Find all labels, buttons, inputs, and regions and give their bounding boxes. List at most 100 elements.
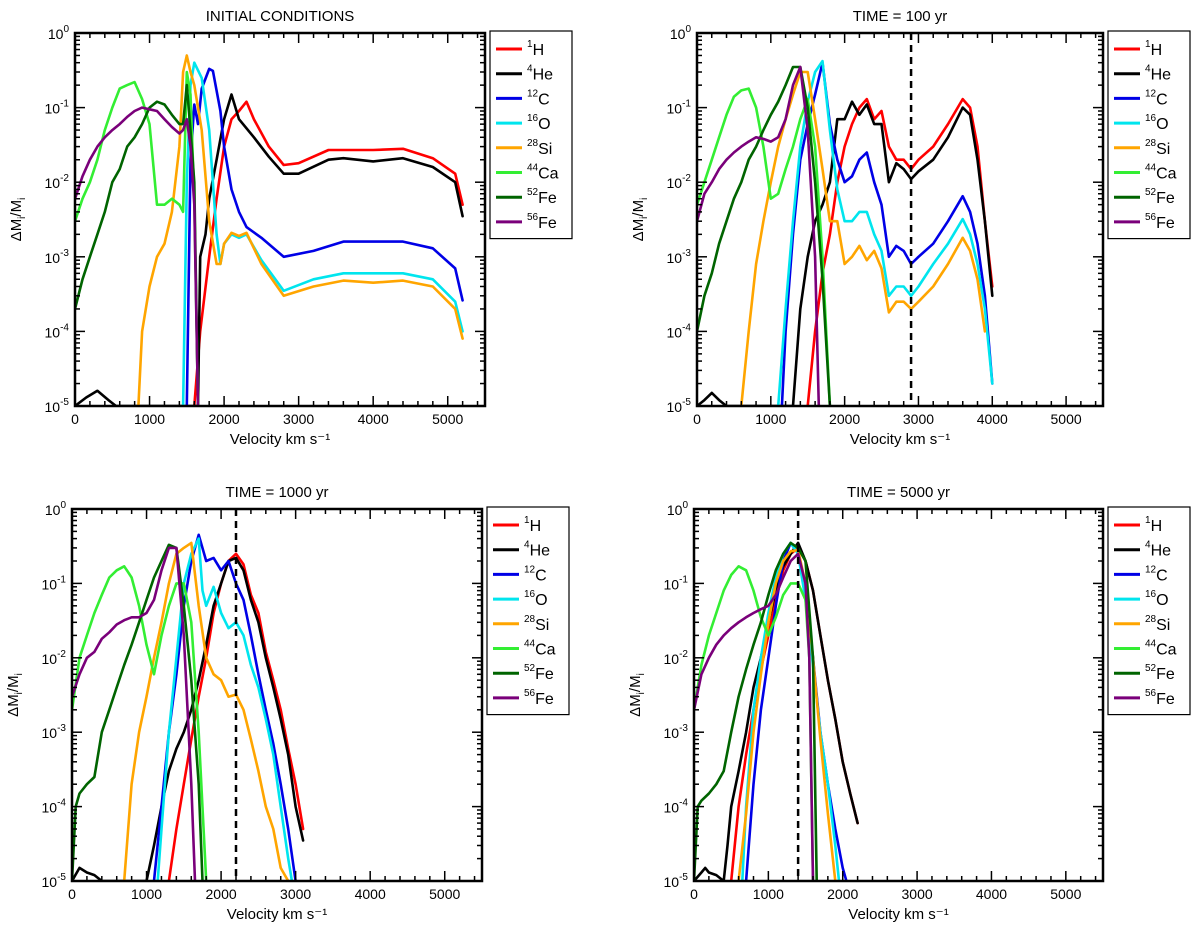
legend: 1H 4He 12C 16O 28Si 44Ca 52Fe 56Fe [1107, 30, 1191, 240]
legend-label-4he: 4He [1145, 64, 1171, 84]
legend: 1H 4He 12C 16O 28Si 44Ca 52Fe 56Fe [486, 506, 570, 716]
series-line-16o [181, 61, 464, 406]
series-group [697, 59, 994, 406]
y-axis-label: ΔMi/Mi [8, 198, 28, 242]
y-tick-label: 100 [45, 500, 67, 518]
x-tick-label: 2000 [829, 411, 860, 427]
legend-label-44ca: 44Ca [1145, 639, 1177, 659]
y-tick-label: 10-2 [667, 173, 692, 191]
legend-label-56fe: 56Fe [1145, 688, 1175, 708]
y-tick-label: 10-3 [667, 248, 692, 266]
x-axis-label: Velocity km s⁻¹ [230, 431, 330, 448]
y-axis-label: ΔMi/Mi [5, 673, 25, 717]
y-tick-label: 10-1 [45, 99, 70, 117]
legend-label-4he: 4He [527, 64, 553, 84]
legend-box [1107, 30, 1191, 240]
series-group [72, 533, 305, 881]
x-axis-label: Velocity km s⁻¹ [848, 906, 948, 923]
legend-label-28si: 28Si [524, 614, 549, 634]
series-line-28si [122, 541, 290, 881]
series-line-56fe [72, 546, 197, 881]
y-tick-label: 100 [48, 24, 70, 42]
x-tick-label: 2000 [827, 886, 858, 902]
plot-frame [73, 31, 487, 408]
legend-label-44ca: 44Ca [1145, 163, 1177, 183]
legend-label-52fe: 52Fe [527, 187, 557, 207]
series-line-44ca [72, 565, 208, 881]
series-line-44ca [697, 87, 832, 406]
legend-label-12c: 12C [1145, 88, 1168, 108]
series-line-56fe [75, 106, 200, 406]
legend-label-28si: 28Si [527, 138, 552, 158]
chart-panel-3: TIME = 1000 yr 0 1000 2000 3000 4000 5000 100 10… [5, 484, 570, 923]
x-tick-label: 5000 [432, 411, 463, 427]
legend: 1H 4He 12C 16O 28Si 44Ca 52Fe 56Fe [489, 30, 573, 240]
series-line-12c [744, 541, 848, 881]
series-line-56fe [697, 65, 821, 406]
x-axis-label: Velocity km s⁻¹ [227, 906, 327, 923]
legend-label-28si: 28Si [1145, 614, 1170, 634]
y-tick-label: 10-3 [45, 248, 70, 266]
y-tick-label: 10-5 [664, 872, 689, 890]
y-tick-label: 10-4 [664, 798, 689, 816]
series-line-4he [697, 100, 994, 406]
legend-box [486, 506, 570, 716]
x-tick-label: 0 [690, 886, 698, 902]
y-tick-label: 10-5 [42, 872, 67, 890]
series-line-28si [737, 548, 837, 881]
legend-box [1107, 506, 1191, 716]
y-tick-label: 10-1 [667, 99, 692, 117]
series-line-28si [137, 54, 464, 406]
legend-label-16o: 16O [1145, 589, 1169, 609]
series-line-52fe [72, 543, 204, 881]
y-tick-label: 10-2 [45, 173, 70, 191]
series-line-4he [72, 556, 305, 881]
y-axis-label: ΔMi/Mi [630, 198, 650, 242]
chart-panel-2: TIME = 100 yr 0 1000 2000 3000 4000 5000 100 10-… [630, 8, 1191, 448]
legend-label-12c: 12C [1145, 564, 1168, 584]
series-line-1h [806, 97, 994, 406]
series-line-1h [167, 552, 305, 881]
x-tick-label: 3000 [902, 886, 933, 902]
legend-label-52fe: 52Fe [1145, 187, 1175, 207]
series-group [75, 54, 464, 406]
legend-label-52fe: 52Fe [1145, 663, 1175, 683]
legend-label-1h: 1H [524, 515, 541, 535]
chart-title: TIME = 1000 yr [226, 484, 329, 501]
y-tick-label: 10-1 [42, 574, 67, 592]
plot-frame [695, 31, 1105, 408]
chart-panel-4: TIME = 5000 yr 0 1000 2000 3000 4000 5000 100 10… [627, 484, 1191, 923]
x-tick-label: 3000 [283, 411, 314, 427]
series-line-52fe [75, 83, 200, 406]
legend-label-4he: 4He [1145, 540, 1171, 560]
y-tick-label: 10-5 [45, 397, 70, 415]
x-tick-label: 0 [68, 886, 76, 902]
plot-frame [70, 507, 484, 883]
x-tick-label: 4000 [977, 411, 1008, 427]
x-tick-label: 4000 [358, 411, 389, 427]
legend-label-56fe: 56Fe [1145, 212, 1175, 232]
legend-label-56fe: 56Fe [527, 212, 557, 232]
x-tick-label: 1000 [134, 411, 165, 427]
chart-title: TIME = 100 yr [853, 8, 948, 25]
x-tick-label: 1000 [753, 886, 784, 902]
legend-label-28si: 28Si [1145, 138, 1170, 158]
x-tick-label: 0 [693, 411, 701, 427]
y-tick-label: 100 [667, 500, 689, 518]
legend-label-16o: 16O [527, 113, 551, 133]
x-tick-label: 3000 [280, 886, 311, 902]
legend-label-16o: 16O [1145, 113, 1169, 133]
x-axis-label: Velocity km s⁻¹ [850, 431, 950, 448]
x-tick-label: 3000 [903, 411, 934, 427]
series-line-4he [75, 93, 464, 406]
x-tick-label: 4000 [976, 886, 1007, 902]
chart-title: TIME = 5000 yr [847, 484, 950, 501]
legend-label-44ca: 44Ca [524, 639, 556, 659]
legend-label-56fe: 56Fe [524, 688, 554, 708]
legend-box [489, 30, 573, 240]
x-tick-label: 0 [71, 411, 79, 427]
legend-label-4he: 4He [524, 540, 550, 560]
y-tick-label: 10-1 [664, 574, 689, 592]
series-group [694, 541, 859, 881]
